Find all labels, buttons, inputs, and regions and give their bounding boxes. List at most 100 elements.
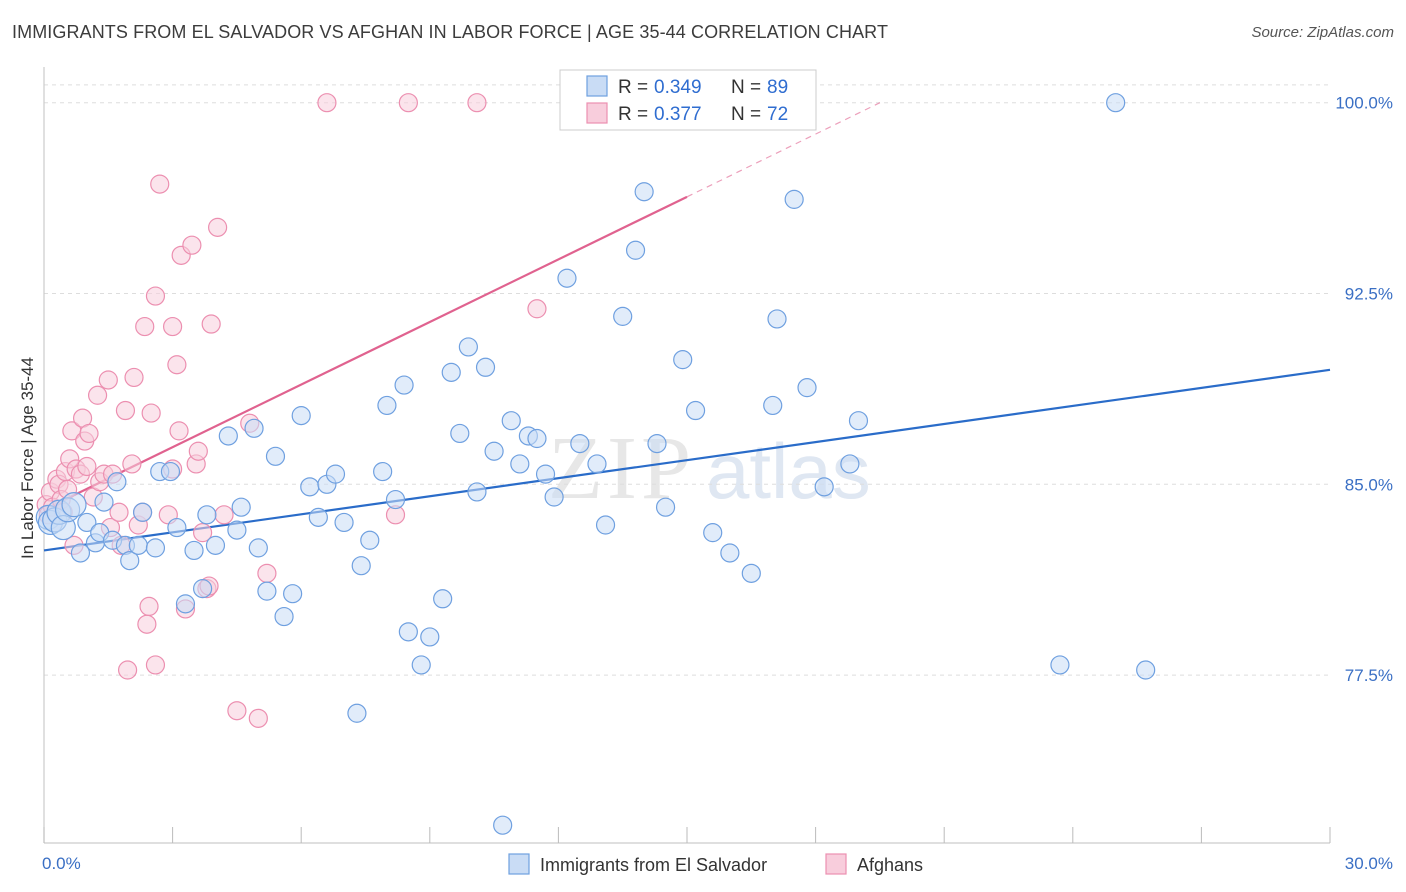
pink-point <box>208 217 228 237</box>
blue-point <box>291 406 311 426</box>
pink-point <box>87 385 108 405</box>
legend-r-label-2: R = <box>618 104 648 125</box>
pink-point <box>182 235 202 255</box>
blue-point <box>394 375 414 395</box>
blue-point <box>175 594 196 614</box>
chart-title: IMMIGRANTS FROM EL SALVADOR VS AFGHAN IN… <box>12 22 889 42</box>
blue-point <box>411 655 431 675</box>
blue-point <box>193 579 213 599</box>
pink-point <box>169 421 189 441</box>
blue-point <box>1050 655 1070 675</box>
x-tick-label-max: 30.0% <box>1345 854 1393 873</box>
pink-point <box>145 655 166 675</box>
pink-point <box>135 316 155 337</box>
blue-point <box>647 433 667 454</box>
pink-point <box>193 523 213 543</box>
trend-lines <box>43 102 1331 552</box>
blue-point <box>398 622 418 642</box>
x-tick-label-min: 0.0% <box>42 854 81 873</box>
blue-point <box>77 512 97 533</box>
blue-point <box>308 507 328 527</box>
blue-point <box>441 362 461 382</box>
blue-point <box>840 454 860 474</box>
blue-point <box>128 535 148 555</box>
blue-point <box>848 411 869 431</box>
blue-trend-line <box>43 368 1331 552</box>
blue-point <box>334 512 354 533</box>
gridlines <box>44 84 1330 676</box>
blue-point <box>613 306 633 326</box>
blue-point <box>493 815 513 835</box>
blue-point <box>248 538 268 558</box>
blue-point <box>265 446 286 466</box>
blue-point <box>741 563 761 583</box>
pink-point <box>77 456 97 477</box>
pink-point <box>79 423 99 444</box>
legend-n-value-1: 89 <box>767 77 788 98</box>
blue-point <box>544 487 564 507</box>
pink-point <box>141 403 161 423</box>
blue-point <box>274 606 294 627</box>
series-legend-label-blue: Immigrants from El Salvador <box>540 855 767 875</box>
pink-trend-extension <box>686 102 881 198</box>
blue-point <box>227 520 247 540</box>
blue-point <box>300 477 320 497</box>
data-points <box>35 93 1156 835</box>
blue-point <box>61 492 87 518</box>
pink-point <box>139 596 159 617</box>
legend-r-value-1: 0.349 <box>654 77 702 98</box>
legend-n-value-2: 72 <box>767 104 788 125</box>
blue-point <box>673 350 693 370</box>
series-legend-swatch-blue <box>508 853 530 875</box>
blue-point <box>94 492 114 512</box>
pink-point <box>257 563 277 583</box>
blue-point <box>283 584 303 604</box>
stats-legend: R = 0.349 N = 89 R = 0.377 N = 72 <box>559 69 817 131</box>
blue-point <box>703 523 723 543</box>
blue-point <box>120 551 140 571</box>
blue-point <box>557 268 577 288</box>
tick-labels: 77.5% 85.0% 92.5% 100.0% 0.0% 30.0% <box>42 94 1393 873</box>
blue-point <box>595 515 616 535</box>
blue-point <box>351 556 371 576</box>
y-tick-label: 85.0% <box>1345 475 1393 494</box>
pink-point <box>467 93 487 113</box>
blue-point <box>197 505 217 525</box>
blue-point <box>385 489 406 510</box>
pink-point <box>115 400 136 421</box>
pink-point <box>201 314 221 334</box>
blue-point <box>325 464 346 484</box>
pink-point <box>137 614 157 634</box>
pink-point <box>117 660 138 680</box>
axes <box>43 67 1331 844</box>
legend-swatch-pink <box>586 102 608 124</box>
blue-point <box>167 517 187 538</box>
blue-point <box>587 454 607 474</box>
blue-point <box>218 426 238 446</box>
pink-point <box>150 174 170 194</box>
blue-point <box>475 357 496 377</box>
pink-point <box>214 505 234 525</box>
blue-point <box>360 530 380 550</box>
blue-point <box>1106 93 1126 113</box>
blue-point <box>814 477 834 497</box>
pink-point <box>248 708 268 728</box>
blue-point <box>373 461 393 482</box>
legend-r-value-2: 0.377 <box>654 104 702 125</box>
y-tick-label: 92.5% <box>1345 285 1393 304</box>
blue-point <box>784 189 804 209</box>
pink-point <box>527 299 547 319</box>
blue-point <box>720 543 740 563</box>
blue-point <box>527 428 547 449</box>
series-legend: Immigrants from El Salvador Afghans <box>508 853 923 875</box>
legend-n-label-1: N = <box>731 77 761 98</box>
blue-point <box>625 240 646 260</box>
blue-point <box>655 497 676 517</box>
blue-point <box>377 395 397 416</box>
blue-point <box>107 472 127 492</box>
blue-point <box>205 535 226 555</box>
pink-point <box>98 370 118 390</box>
pink-point <box>317 93 337 113</box>
blue-point <box>184 540 204 561</box>
